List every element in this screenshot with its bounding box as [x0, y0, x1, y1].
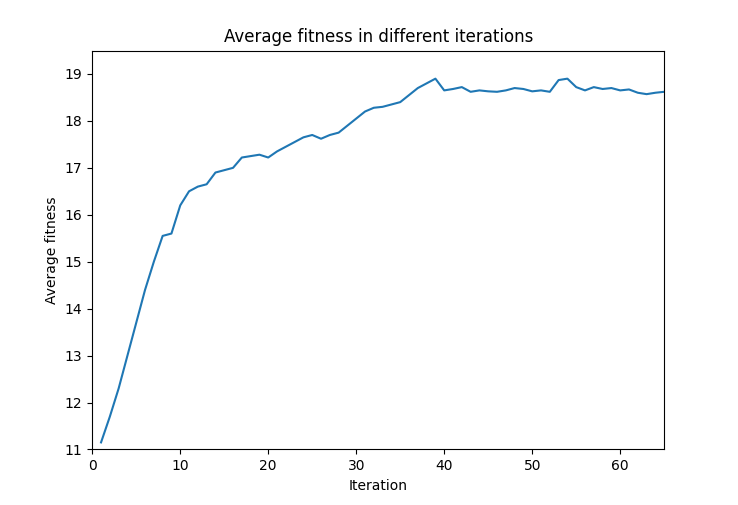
Y-axis label: Average fitness: Average fitness [45, 196, 59, 304]
X-axis label: Iteration: Iteration [349, 479, 407, 493]
Title: Average fitness in different iterations: Average fitness in different iterations [224, 28, 533, 46]
